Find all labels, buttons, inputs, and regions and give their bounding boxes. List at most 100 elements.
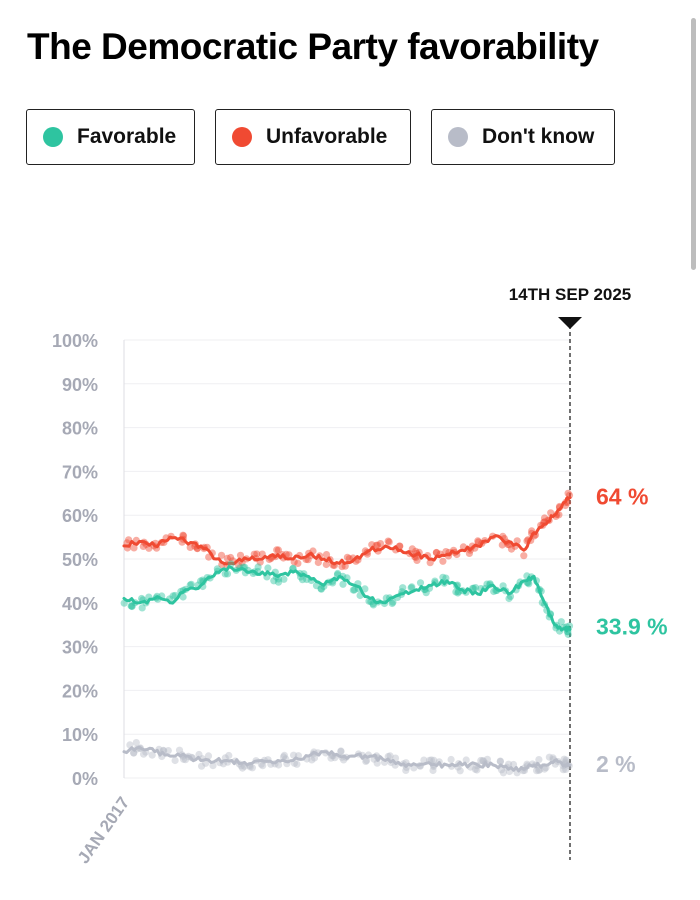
- favorable-sample-dot: [128, 602, 136, 611]
- don-t-know-sample-dot: [533, 767, 541, 775]
- don-t-know-sample-dot: [225, 751, 233, 760]
- favorable-sample-dot: [254, 563, 262, 571]
- don-t-know-sample-dot: [310, 754, 319, 762]
- legend-unfavorable-button[interactable]: Unfavorable: [215, 109, 411, 165]
- don-t-know-sample-dot: [535, 756, 543, 764]
- unfavorable-sample-dot: [465, 549, 473, 558]
- unfavorable-sample-dot: [236, 551, 245, 559]
- favorable-sample-dot: [471, 584, 480, 592]
- unfavorable-sample-dot: [223, 554, 231, 562]
- favorable-sample-dot: [422, 589, 430, 597]
- don-t-know-sample-dot: [402, 766, 410, 775]
- y-tick-label: 20%: [62, 681, 98, 701]
- favorable-sample-dot: [221, 570, 229, 578]
- don-t-know-sample-dot: [562, 756, 570, 764]
- unfavorable-sample-dot: [413, 556, 421, 565]
- legend-dont-know-button[interactable]: Don't know: [431, 109, 615, 165]
- unfavorable-sample-dot: [322, 551, 331, 559]
- favorable-sample-dot: [407, 584, 415, 592]
- favorable-sample-dot: [223, 570, 232, 578]
- favorable-sample-dot: [499, 582, 507, 590]
- legend-unfavorable-label: Unfavorable: [266, 125, 388, 148]
- favorable-sample-dot: [138, 604, 146, 612]
- unfavorable-sample-dot: [343, 553, 351, 561]
- y-tick-label: 0%: [72, 769, 98, 789]
- unfavorable-sample-dot: [274, 546, 282, 554]
- y-tick-label: 70%: [62, 462, 98, 482]
- favorable-sample-dot: [179, 593, 187, 601]
- legend-favorable-label: Favorable: [77, 125, 177, 148]
- don-t-know-sample-dot: [337, 747, 345, 755]
- unfavorable-sample-dot: [322, 560, 330, 569]
- favorable-sample-dot: [317, 585, 325, 593]
- don-t-know-sample-dot: [308, 756, 316, 764]
- y-tick-label: 10%: [62, 725, 98, 745]
- don-t-know-sample-dot: [337, 747, 345, 756]
- favorable-sample-dot: [454, 589, 462, 597]
- unfavorable-sample-dot: [235, 561, 243, 570]
- don-t-know-sample-dot: [140, 750, 148, 758]
- don-t-know-sample-dot: [496, 757, 504, 765]
- unfavorable-end-label: 64 %: [596, 484, 648, 510]
- unfavorable-sample-dot: [130, 544, 138, 552]
- y-tick-label: 40%: [62, 594, 98, 614]
- don-t-know-sample-dot: [456, 767, 464, 775]
- favorable-sample-dot: [505, 594, 513, 603]
- favorable-sample-dot: [557, 618, 565, 626]
- don-t-know-sample-dot: [293, 760, 301, 768]
- unfavorable-sample-dot: [285, 551, 293, 559]
- favorable-sample-dot: [312, 582, 321, 590]
- favorable-sample-dot: [416, 579, 425, 587]
- unfavorable-sample-dot: [385, 538, 393, 546]
- unfavorable-sample-dot: [547, 509, 555, 517]
- y-tick-label: 90%: [62, 375, 98, 395]
- x-start-label: JAN 2017: [74, 793, 133, 867]
- unfavorable-sample-dot: [507, 545, 516, 553]
- date-marker-label: 14TH SEP 2025: [509, 285, 632, 304]
- favorable-sample-dot: [274, 578, 283, 586]
- favorable-sample-dot: [399, 584, 407, 592]
- unfavorable-sample-dot: [217, 551, 226, 559]
- unfavorable-sample-dot: [540, 514, 549, 522]
- don-t-know-sample-dot: [362, 757, 370, 766]
- chart-title: The Democratic Party favorability: [27, 26, 599, 67]
- favorable-sample-dot: [264, 564, 272, 572]
- don-t-know-sample-dot: [560, 755, 568, 763]
- legend-dont-know-label: Don't know: [482, 125, 595, 148]
- y-tick-label: 100%: [52, 331, 98, 351]
- favorable-end-label: 33.9 %: [596, 614, 668, 640]
- don-t-know-sample-dot: [477, 756, 485, 765]
- favorable-sample-dot: [127, 602, 135, 610]
- unfavorable-sample-dot: [384, 537, 392, 545]
- unfavorable-series-line: [122, 496, 572, 566]
- don-t-know-sample-dot: [363, 756, 371, 765]
- don-t-know-sample-dot: [198, 762, 206, 770]
- favorable-sample-dot: [270, 577, 278, 585]
- unfavorable-sample-dot: [145, 544, 153, 552]
- don-t-know-sample-dot: [257, 760, 265, 768]
- don-t-know-sample-dot: [181, 756, 190, 764]
- favorable-dot-icon: [43, 127, 63, 147]
- favorable-sample-dot: [349, 586, 357, 594]
- unfavorable-sample-dot: [186, 543, 194, 552]
- unfavorable-sample-dot: [564, 489, 572, 497]
- unfavorable-sample-dot: [227, 553, 235, 562]
- don-t-know-sample-dot: [447, 755, 455, 764]
- favorable-sample-dot: [317, 585, 325, 593]
- don-t-know-sample-dot: [545, 753, 554, 761]
- favorable-sample-dot: [298, 576, 307, 584]
- favorable-sample-dot: [187, 580, 195, 588]
- vertical-scrollbar[interactable]: [691, 18, 696, 270]
- unfavorable-sample-dot: [426, 559, 434, 567]
- y-tick-label: 80%: [62, 419, 98, 439]
- don-t-know-sample-dot: [171, 756, 179, 765]
- don-t-know-sample-dot: [473, 766, 481, 774]
- favorable-series-line: [122, 565, 572, 633]
- date-marker-triangle-icon: [558, 317, 582, 329]
- legend-favorable-button[interactable]: Favorable: [26, 109, 195, 165]
- unfavorable-sample-dot: [294, 559, 302, 568]
- favorable-sample-dot: [452, 588, 460, 596]
- unfavorable-sample-dot: [439, 557, 447, 565]
- favorable-sample-dot: [388, 599, 396, 608]
- unfavorable-sample-dot: [273, 546, 281, 554]
